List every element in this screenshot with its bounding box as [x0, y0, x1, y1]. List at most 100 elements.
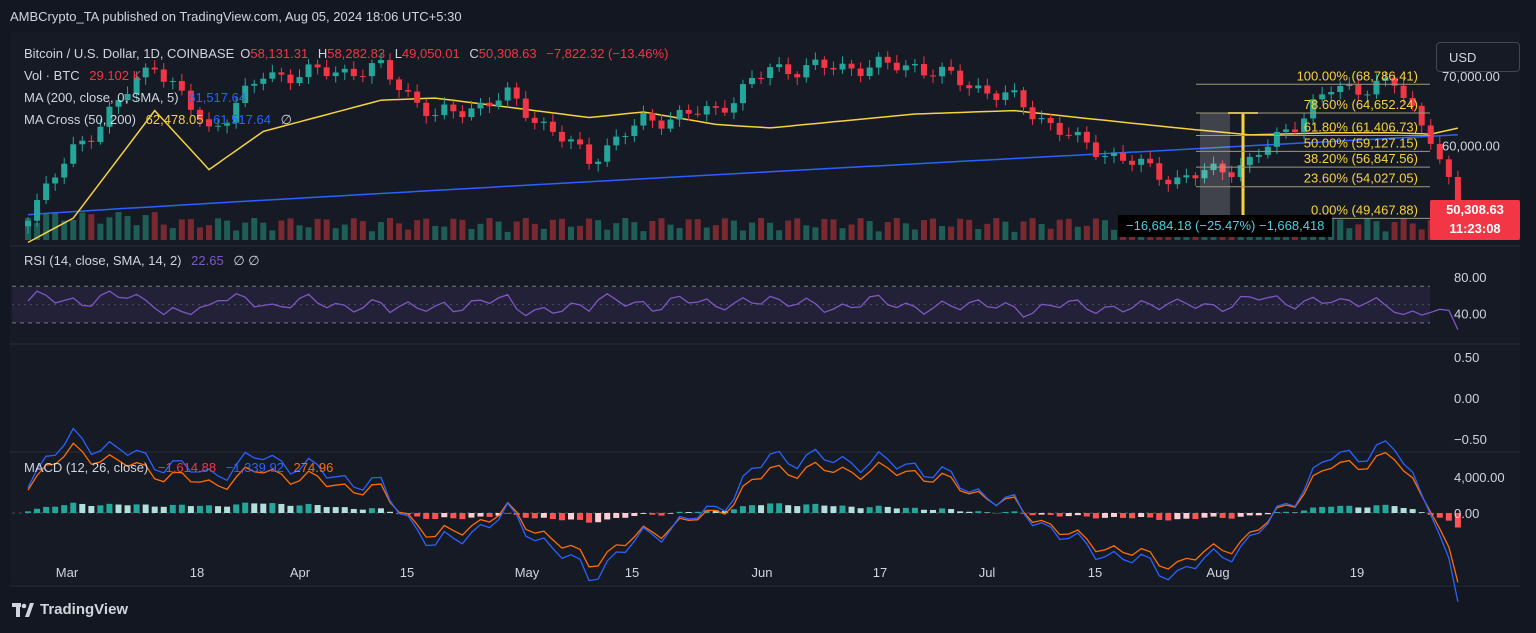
x-axis-tick: 17: [873, 565, 887, 580]
macd-histogram-bar: [269, 503, 276, 513]
macd-histogram-bar: [884, 506, 891, 513]
macd-histogram-bar: [984, 512, 991, 513]
fib-level-label: 23.60% (54,027.05): [1304, 171, 1418, 186]
symbol-title[interactable]: Bitcoin / U.S. Dollar, 1D, COINBASE: [24, 46, 235, 61]
candle: [52, 177, 59, 184]
volume-bar: [658, 218, 665, 240]
volume-bar: [1355, 224, 1362, 240]
volume-bar: [866, 221, 873, 240]
candle: [133, 77, 140, 94]
candle: [1138, 158, 1145, 165]
candle: [206, 119, 212, 127]
volume-bar: [387, 218, 393, 240]
candle: [857, 68, 864, 76]
macd-histogram-bar: [387, 511, 393, 513]
volume-bar: [323, 219, 330, 240]
macd-histogram-bar: [1246, 513, 1253, 516]
macd-histogram-bar: [1282, 511, 1289, 513]
candle: [79, 140, 86, 145]
candle: [1237, 165, 1244, 178]
macd-histogram-bar: [866, 507, 873, 513]
volume-bar: [957, 218, 964, 240]
volume-bar: [296, 225, 303, 240]
rsi-label[interactable]: RSI (14, close, SMA, 14, 2): [24, 253, 182, 268]
macd-histogram-bar: [1337, 505, 1344, 513]
candle: [1310, 99, 1317, 119]
volume-bar: [314, 219, 321, 240]
volume-bar: [269, 230, 276, 240]
candle: [540, 121, 547, 123]
volume-bar: [749, 222, 755, 240]
candle: [1192, 175, 1199, 179]
volume-label[interactable]: Vol · BTC: [24, 68, 80, 83]
volume-bar: [930, 218, 936, 240]
ma-label[interactable]: MA (200, close, 0, SMA, 5): [24, 90, 179, 105]
volume-bar: [70, 219, 77, 240]
macd-histogram-bar: [368, 508, 375, 513]
volume-bar: [694, 219, 701, 240]
ohlc-high-label: H: [317, 46, 328, 61]
candle: [531, 117, 538, 123]
candle: [1011, 90, 1018, 93]
macd-label[interactable]: MACD (12, 26, close): [24, 460, 149, 475]
candle: [604, 145, 611, 162]
candle: [812, 59, 819, 66]
candle: [1409, 98, 1416, 106]
candle: [875, 56, 882, 68]
last-price-tag: 50,308.63 11:23:08: [1430, 200, 1520, 240]
candle: [1228, 172, 1235, 178]
macd-histogram-bar: [1237, 513, 1244, 517]
macd-histogram-bar: [1210, 513, 1217, 517]
volume-bar: [966, 219, 973, 240]
macd-histogram-bar: [468, 513, 475, 518]
volume-bar: [106, 217, 113, 240]
candle: [396, 79, 403, 90]
tradingview-brand[interactable]: TradingView: [12, 601, 128, 618]
volume-bar: [830, 219, 837, 240]
volume-bar: [577, 225, 584, 240]
volume-bar: [604, 229, 611, 240]
macross-fast-value: 62,478.05: [145, 112, 204, 127]
candle: [1074, 131, 1081, 136]
volume-bar: [812, 227, 819, 240]
volume-bar: [857, 218, 864, 240]
macd-line-value: −1,339.92: [225, 460, 284, 475]
macd-histogram-bar: [1264, 513, 1271, 515]
macd-histogram-bar: [79, 503, 86, 513]
macd-histogram-bar: [423, 513, 430, 519]
volume-bar: [405, 229, 412, 240]
candle: [432, 115, 439, 117]
candle: [70, 144, 77, 164]
macd-histogram-bar: [1065, 513, 1072, 517]
macross-label[interactable]: MA Cross (50, 200): [24, 112, 136, 127]
candle: [341, 68, 348, 73]
candle: [1346, 84, 1353, 86]
candle: [984, 85, 991, 94]
macd-histogram-bar: [196, 505, 203, 513]
candle: [1174, 177, 1181, 185]
publisher-header: AMBCrypto_TA published on TradingView.co…: [10, 9, 462, 24]
candle: [776, 64, 783, 68]
volume-bar: [1074, 226, 1081, 240]
volume-bar: [1101, 220, 1108, 240]
candle: [269, 72, 276, 79]
candle: [884, 56, 891, 63]
volume-bar: [1020, 221, 1027, 240]
currency-button[interactable]: USD: [1436, 42, 1520, 72]
macd-histogram-bar: [151, 506, 158, 513]
macd-histogram-bar: [377, 508, 384, 513]
candle: [721, 107, 728, 113]
volume-bar: [52, 212, 59, 240]
macd-histogram-bar: [287, 505, 294, 513]
macd-histogram-bar: [1292, 512, 1298, 513]
candle: [1201, 170, 1208, 179]
candle: [441, 104, 448, 116]
candle: [34, 200, 41, 221]
macd-histogram-bar: [1056, 513, 1063, 517]
macd-hist-value: −1,614.88: [157, 460, 217, 475]
volume-bar: [667, 224, 674, 240]
candle: [586, 144, 593, 164]
candle: [332, 72, 339, 77]
legend-macross-row: MA Cross (50, 200) 62,478.05 61,517.64 ∅: [24, 112, 298, 128]
